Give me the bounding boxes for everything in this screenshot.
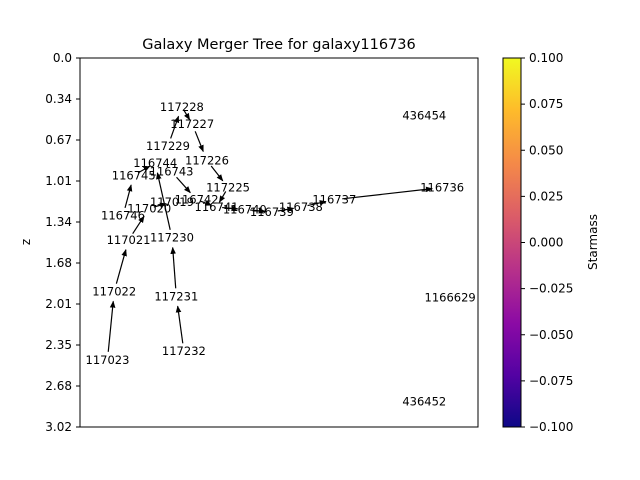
y-tick-label: 1.01 [45, 174, 72, 188]
galaxy-node-label: 116737 [312, 193, 356, 207]
colorbar-tick-label: −0.050 [529, 328, 573, 342]
galaxy-node-label: 436452 [402, 394, 446, 408]
colorbar-ticks: 0.100 0.075 0.050 0.025 0.000 −0.025 −0.050 −0.… [521, 51, 573, 434]
colorbar-tick-label: −0.025 [529, 282, 573, 296]
y-tick-label: 0.67 [45, 133, 72, 147]
y-tick-label: 0.34 [45, 92, 72, 106]
galaxy-node-label: 116741 [195, 200, 239, 214]
galaxy-node-label: 117226 [185, 154, 229, 168]
galaxy-node-label: 117228 [160, 100, 204, 114]
merger-edge [307, 200, 327, 207]
merger-edge [137, 165, 151, 174]
colorbar-gradient [502, 57, 522, 428]
merger-edge [115, 249, 127, 284]
colorbar-tick-label: 0.075 [529, 97, 563, 111]
colorbar-tick-label: −0.075 [529, 374, 573, 388]
merger-edge [194, 131, 204, 153]
merger-edge [218, 191, 227, 203]
edges-layer [107, 109, 433, 352]
y-tick-label: 3.02 [45, 420, 72, 434]
merger-edge [124, 184, 133, 209]
galaxy-node-label: 116736 [420, 181, 464, 195]
merger-edge [277, 206, 295, 213]
galaxy-node-label: 436454 [402, 108, 446, 122]
merger-edge [210, 165, 224, 182]
galaxy-node-label: 117231 [154, 289, 198, 303]
merger-edge [342, 186, 433, 200]
merger-edge [183, 109, 191, 121]
merger-edge [250, 207, 266, 214]
colorbar-tick-label: −0.100 [529, 420, 573, 434]
y-tick-label: 2.01 [45, 297, 72, 311]
y-axis: 0.0 0.34 0.67 1.01 1.34 1.68 2.01 2.35 2.68 3.02 [45, 51, 80, 434]
galaxy-node-label: 116745 [112, 168, 156, 182]
colorbar-tick-label: 0.025 [529, 189, 563, 203]
y-tick-label: 1.34 [45, 215, 72, 229]
merger-edge [153, 202, 167, 209]
merger-edge [132, 215, 145, 235]
merger-edge [170, 246, 177, 289]
merger-edge [175, 305, 184, 344]
galaxy-node-label: 116742 [175, 193, 219, 207]
galaxy-node-label: 117227 [170, 117, 214, 131]
colorbar: 0.100 0.075 0.050 0.025 0.000 −0.025 −0.050 −0.… [502, 51, 600, 434]
y-axis-label: z [19, 239, 33, 245]
plot-frame [79, 57, 479, 428]
galaxy-node-label: 117225 [206, 181, 250, 195]
chart-title: Galaxy Merger Tree for galaxy116736 [142, 37, 416, 53]
galaxy-node-label: 116738 [279, 200, 323, 214]
merger-edge [176, 176, 191, 194]
plot-area: 0.00.340.671.011.341.682.012.352.683.02 … [19, 51, 479, 434]
colorbar-tick-label: 0.000 [529, 236, 563, 250]
galaxy-node-label: 117232 [162, 344, 206, 358]
y-tick-label: 1.68 [45, 256, 72, 270]
galaxy-node-label: 116743 [150, 165, 194, 179]
galaxy-node-label: 116740 [223, 203, 267, 217]
galaxy-node-label: 117023 [86, 353, 130, 367]
merger-edge [200, 200, 213, 206]
galaxy-node-label: 117020 [127, 201, 171, 215]
galaxy-node-label: 117230 [150, 231, 194, 245]
merger-edge [170, 115, 180, 139]
colorbar-tick-label: 0.100 [529, 51, 563, 65]
galaxy-node-label: 116746 [101, 209, 145, 223]
merger-edge [107, 300, 116, 352]
galaxy-node-label: 117022 [92, 284, 136, 298]
y-tick-label: 2.68 [45, 379, 72, 393]
galaxy-node-label: 116739 [250, 205, 294, 219]
colorbar-tick-label: 0.050 [529, 143, 563, 157]
y-tick-label: 0.0 [53, 51, 72, 65]
galaxy-node-label: 117019 [150, 195, 194, 209]
galaxy-node-label: 116744 [133, 156, 177, 170]
y-tick-label: 2.35 [45, 338, 72, 352]
galaxy-node-label: 1166629 [425, 290, 476, 304]
colorbar-label: Starmass [586, 214, 600, 270]
merger-edge [156, 172, 171, 230]
galaxy-node-label: 117229 [146, 139, 190, 153]
galaxy-node-label: 117021 [107, 233, 151, 247]
merger-edge [222, 205, 239, 212]
